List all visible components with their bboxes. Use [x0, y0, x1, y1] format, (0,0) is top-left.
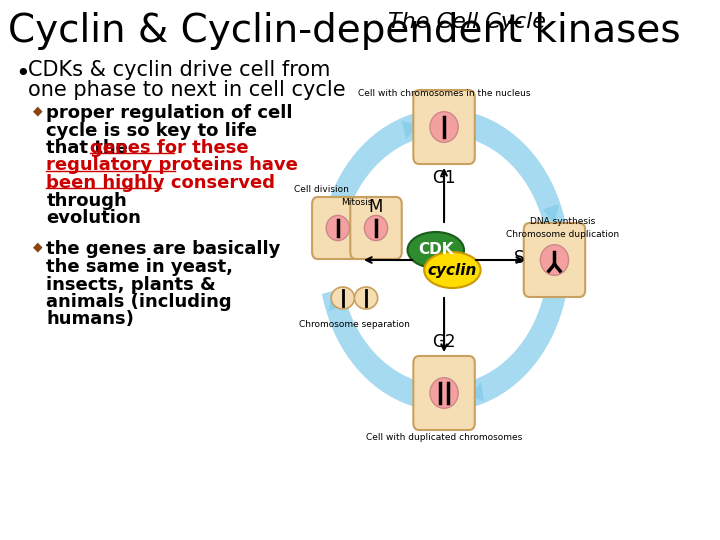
Text: Cell division: Cell division	[294, 185, 348, 194]
Polygon shape	[466, 286, 567, 408]
Text: ◆: ◆	[33, 104, 42, 117]
Text: The Cell Cycle: The Cell Cycle	[388, 12, 546, 32]
Text: genes for these: genes for these	[90, 139, 248, 157]
Text: proper regulation of cell: proper regulation of cell	[47, 104, 293, 122]
Text: that the: that the	[47, 139, 135, 157]
Text: one phase to next in cell cycle: one phase to next in cell cycle	[28, 80, 346, 100]
Text: been highly conserved: been highly conserved	[47, 174, 276, 192]
Text: G1: G1	[432, 169, 456, 187]
Text: the same in yeast,: the same in yeast,	[47, 258, 233, 276]
FancyBboxPatch shape	[523, 223, 585, 297]
Polygon shape	[466, 112, 565, 228]
Text: G2: G2	[432, 333, 456, 351]
FancyBboxPatch shape	[312, 197, 364, 259]
Text: animals (including: animals (including	[47, 293, 232, 311]
Text: Mitosis: Mitosis	[341, 198, 373, 207]
Ellipse shape	[364, 215, 387, 241]
FancyBboxPatch shape	[413, 356, 474, 430]
Ellipse shape	[331, 287, 354, 309]
Polygon shape	[322, 288, 423, 408]
Text: M: M	[369, 198, 383, 216]
Text: evolution: evolution	[47, 209, 141, 227]
Ellipse shape	[430, 377, 458, 408]
Text: humans): humans)	[47, 310, 135, 328]
Text: insects, plants &: insects, plants &	[47, 275, 216, 294]
Text: cyclin: cyclin	[428, 262, 477, 278]
Text: •: •	[15, 62, 30, 86]
Text: CDK: CDK	[418, 242, 454, 258]
Text: Chromosome separation: Chromosome separation	[299, 320, 410, 329]
Polygon shape	[321, 113, 420, 234]
Polygon shape	[328, 291, 344, 311]
Text: the genes are basically: the genes are basically	[47, 240, 281, 259]
Text: through: through	[47, 192, 127, 210]
Ellipse shape	[424, 252, 480, 288]
FancyBboxPatch shape	[413, 90, 474, 164]
Ellipse shape	[540, 245, 569, 275]
Ellipse shape	[354, 287, 378, 309]
Polygon shape	[468, 382, 484, 402]
Polygon shape	[402, 120, 418, 140]
Text: regulatory proteins have: regulatory proteins have	[47, 157, 298, 174]
Text: Cell with chromosomes in the nucleus: Cell with chromosomes in the nucleus	[358, 89, 531, 98]
Ellipse shape	[408, 232, 464, 268]
Text: cycle is so key to life: cycle is so key to life	[47, 122, 258, 139]
Polygon shape	[543, 204, 559, 224]
Text: CDKs & cyclin drive cell from: CDKs & cyclin drive cell from	[28, 60, 330, 80]
Text: S: S	[514, 249, 525, 267]
Text: ◆: ◆	[33, 240, 42, 253]
Ellipse shape	[430, 112, 458, 143]
FancyBboxPatch shape	[350, 197, 402, 259]
Text: Chromosome duplication: Chromosome duplication	[506, 230, 619, 239]
Text: Cell with duplicated chromosomes: Cell with duplicated chromosomes	[366, 433, 522, 442]
Text: Cyclin & Cyclin-dependent kinases: Cyclin & Cyclin-dependent kinases	[9, 12, 681, 50]
Text: DNA synthesis: DNA synthesis	[530, 217, 595, 226]
Ellipse shape	[326, 215, 349, 241]
